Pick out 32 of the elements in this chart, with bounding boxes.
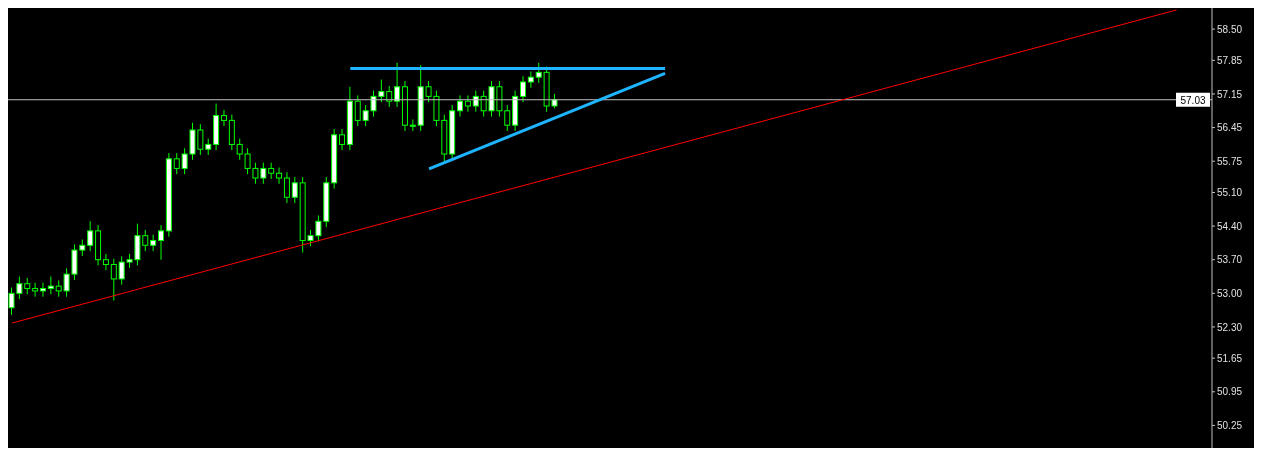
y-tick-label: 52.30 — [1217, 321, 1243, 333]
y-tick-label: 50.95 — [1217, 386, 1243, 398]
candlestick — [39, 282, 46, 298]
candlestick — [150, 234, 157, 252]
candlestick — [220, 109, 227, 127]
candlestick — [520, 75, 526, 103]
y-tick-label: 51.65 — [1217, 352, 1243, 364]
candlestick — [87, 220, 94, 252]
y-tick-label: 56.45 — [1217, 122, 1243, 134]
candlestick — [283, 171, 290, 204]
y-tick-label: 54.40 — [1217, 220, 1243, 232]
candlestick — [102, 253, 109, 271]
candlestick — [472, 90, 479, 113]
candlestick — [291, 176, 298, 204]
candlestick — [527, 70, 534, 89]
ref-line-label: 57.03 — [1180, 94, 1206, 106]
y-tick-label: 58.50 — [1217, 23, 1243, 35]
y-tick-label: 55.75 — [1217, 155, 1243, 167]
y-tick-label: 55.10 — [1217, 187, 1243, 198]
candlestick — [394, 62, 401, 108]
y-tick-label: 57.15 — [1217, 88, 1243, 100]
candlestick — [457, 94, 464, 118]
candlestick — [339, 128, 346, 151]
y-tick-label: 53.00 — [1217, 287, 1243, 299]
candlestick — [158, 224, 165, 261]
candlestick — [464, 94, 471, 113]
y-tick-label: 53.70 — [1217, 254, 1243, 266]
y-tick-label: 50.25 — [1217, 419, 1243, 431]
candlestick — [110, 258, 117, 302]
candlestick — [276, 166, 283, 185]
candlestick — [32, 282, 39, 298]
y-tick-label: 57.85 — [1217, 54, 1243, 66]
